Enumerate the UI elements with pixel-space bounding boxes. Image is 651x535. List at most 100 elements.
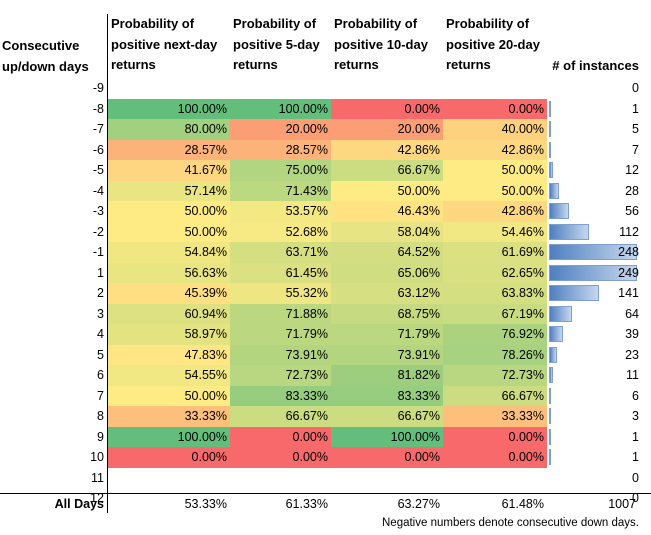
probability-cell	[230, 78, 331, 99]
header-line: returns	[111, 57, 156, 72]
table-row: 11 0	[0, 468, 651, 489]
days-cell: 2	[97, 286, 104, 300]
probability-cell: 72.73%	[443, 365, 547, 386]
probability-cell: 61.69%	[443, 242, 547, 263]
days-cell: -6	[92, 142, 104, 157]
probability-cell: 100.00%	[108, 98, 230, 119]
probability-cell: 72.73%	[230, 365, 331, 386]
table-row: 4 58.97% 71.79% 71.79% 76.92% 39	[0, 324, 651, 345]
days-cell: -3	[92, 204, 104, 218]
probability-cell: 0.00%	[443, 426, 547, 447]
probability-cell: 65.06%	[331, 262, 443, 283]
instances-bar	[549, 387, 552, 404]
probability-cell: 100.00%	[108, 426, 230, 447]
probability-cell: 52.68%	[230, 221, 331, 242]
footnote: Negative numbers denote consecutive down…	[382, 517, 639, 529]
totals-20-day: 61.48%	[501, 497, 544, 511]
probability-cell: 60.94%	[108, 303, 230, 324]
days-cell: 9	[97, 429, 104, 444]
probability-cell: 42.86%	[331, 139, 443, 160]
instances-bar	[549, 408, 551, 424]
table-row: 6 54.55% 72.73% 81.82% 72.73% 11	[0, 365, 651, 386]
days-cell: -4	[92, 183, 104, 198]
probability-cell: 73.91%	[331, 344, 443, 365]
instances-count: 112	[619, 224, 639, 239]
probability-cell: 71.79%	[331, 324, 443, 345]
probability-cell	[443, 468, 547, 489]
probability-cell: 68.75%	[331, 303, 443, 324]
instances-bar	[549, 285, 599, 301]
days-cell: 5	[97, 347, 104, 362]
instances-count: 39	[625, 327, 639, 341]
table-row: 10 0.00% 0.00% 0.00% 0.00% 1	[0, 447, 651, 468]
header-line: positive 5-day	[233, 36, 320, 52]
totals-next-day: 53.33%	[184, 497, 227, 511]
probability-cell: 0.00%	[331, 98, 443, 119]
instances-count: 249	[618, 265, 639, 280]
header-line: returns	[334, 57, 379, 72]
probability-cell: 40.00%	[443, 119, 547, 140]
instances-bar	[549, 141, 552, 158]
instances-bar	[549, 428, 551, 445]
days-cell: -9	[92, 81, 104, 95]
probability-cell: 71.79%	[230, 324, 331, 345]
totals-10-day: 63.27%	[397, 497, 440, 511]
probability-cell: 63.71%	[230, 242, 331, 263]
probability-cell	[331, 78, 443, 99]
table-row: -1 54.84% 63.71% 64.52% 61.69% 248	[0, 242, 651, 263]
probability-cell: 66.67%	[443, 385, 547, 406]
table-row: 9 100.00% 0.00% 100.00% 0.00% 1	[0, 426, 651, 447]
days-cell: -7	[92, 122, 104, 136]
probability-cell	[108, 78, 230, 99]
instances-count: 0	[632, 470, 639, 485]
days-cell: 7	[97, 388, 104, 403]
instances-count: 0	[632, 81, 639, 95]
probability-cell: 0.00%	[443, 447, 547, 468]
instances-count: 12	[625, 163, 639, 177]
header-line: positive 20-day	[446, 36, 540, 52]
instances-count: 56	[625, 204, 639, 218]
table-row: -5 41.67% 75.00% 66.67% 50.00% 12	[0, 160, 651, 181]
probability-cell: 73.91%	[230, 344, 331, 365]
totals-5-day: 61.33%	[285, 497, 328, 511]
probability-cell: 66.67%	[331, 406, 443, 427]
probability-cell: 55.32%	[230, 283, 331, 304]
probability-cell: 0.00%	[108, 447, 230, 468]
instances-bar	[549, 182, 559, 199]
probability-cell: 58.97%	[108, 324, 230, 345]
probability-cell	[331, 468, 443, 489]
table-row: -9 0	[0, 78, 651, 99]
instances-count: 6	[632, 388, 639, 403]
instances-bar	[549, 244, 637, 260]
days-cell: -5	[92, 163, 104, 177]
instances-bar	[549, 449, 551, 465]
probability-cell: 71.88%	[230, 303, 331, 324]
instances-count: 11	[626, 368, 639, 382]
table-row: -2 50.00% 52.68% 58.04% 54.46% 112	[0, 221, 651, 242]
probability-cell: 64.52%	[331, 242, 443, 263]
probability-cell: 46.43%	[331, 201, 443, 222]
probability-cell: 76.92%	[443, 324, 547, 345]
table-row: -8 100.00% 100.00% 0.00% 0.00% 1	[0, 98, 651, 119]
probability-cell: 50.00%	[108, 385, 230, 406]
probability-cell	[230, 468, 331, 489]
table-row: 1 56.63% 61.45% 65.06% 62.65% 249	[0, 262, 651, 283]
totals-label: All Days	[54, 497, 104, 511]
header-next-day: Probability of positive next-day returns	[111, 14, 229, 90]
probability-cell: 54.46%	[443, 221, 547, 242]
probability-cell: 0.00%	[230, 426, 331, 447]
probability-cell: 58.04%	[331, 221, 443, 242]
probability-cell: 50.00%	[331, 180, 443, 201]
instances-bar	[549, 326, 563, 342]
header-20-day: Probability of positive 20-day returns	[446, 14, 546, 90]
instances-bar	[549, 162, 554, 178]
header-line: Probability of	[111, 16, 195, 31]
instances-count: 64	[625, 306, 639, 321]
probability-cell: 71.43%	[230, 180, 331, 201]
probability-cell: 20.00%	[230, 119, 331, 140]
days-cell: 12	[90, 491, 104, 505]
header-instances: # of instances	[552, 58, 639, 73]
table-row: 2 45.39% 55.32% 63.12% 63.83% 141	[0, 283, 651, 304]
days-cell: -1	[92, 245, 104, 259]
